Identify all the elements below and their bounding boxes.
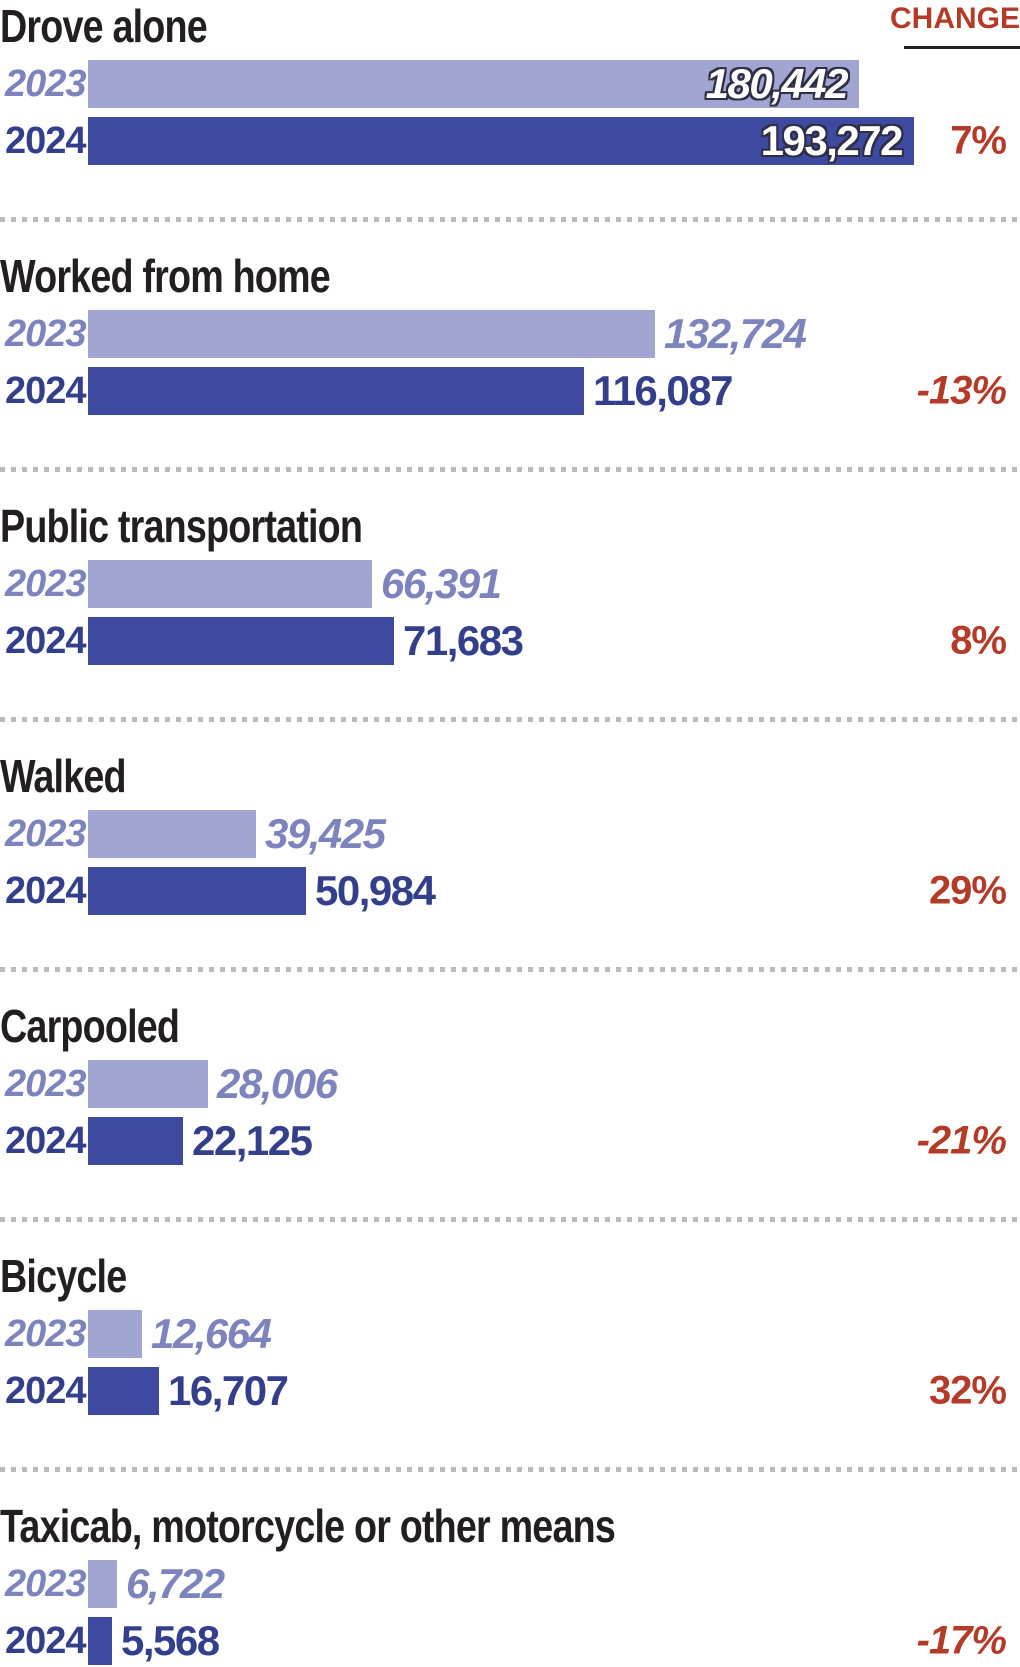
bar-row-2024: 2024 193,272 7% [0,117,1020,165]
bar-row-2023: 2023 12,664 [0,1310,1020,1358]
section-separator [0,717,1020,722]
year-label-2024: 2024 [5,1370,87,1412]
category-section: Worked from home 2023 132,724 2024 116,0… [0,252,1020,415]
change-value: -21% [916,1118,1007,1163]
section-separator [0,1217,1020,1222]
year-label-2024: 2024 [5,870,87,912]
bar-2024: 193,272 [88,117,914,165]
change-value: -17% [916,1618,1007,1663]
value-2023: 6,722 [126,1560,225,1607]
bar-row-2023: 2023 6,722 [0,1560,1020,1608]
category-section: Carpooled 2023 28,006 2024 22,125 -21% [0,1002,1020,1165]
year-label-2024: 2024 [5,620,87,662]
year-label-2024: 2024 [5,1620,87,1662]
bar-2023: 6,722 [88,1560,225,1608]
change-value: -13% [916,368,1007,413]
bar-row-2024: 2024 22,125 -21% [0,1117,1020,1165]
section-separator [0,467,1020,472]
category-section: Bicycle 2023 12,664 2024 16,707 32% [0,1252,1020,1415]
value-2023: 66,391 [381,560,502,607]
year-label-2023: 2023 [5,1313,87,1355]
bar-row-2024: 2024 5,568 -17% [0,1617,1020,1665]
bar-2024: 50,984 [88,867,436,915]
category-title: Carpooled [0,1000,180,1052]
bar-row-2023: 2023 132,724 [0,310,1020,358]
change-value: 32% [928,1368,1007,1413]
year-label-2023: 2023 [5,1563,87,1605]
bar-row-2023: 2023 180,442 [0,60,1020,108]
value-2024: 193,272 [760,117,904,164]
bar-2024: 5,568 [88,1617,220,1665]
bar-2024: 22,125 [88,1117,313,1165]
category-section: Public transportation 2023 66,391 2024 7… [0,502,1020,665]
category-title: Walked [0,750,127,802]
value-2024: 71,683 [403,617,524,664]
bar-2023: 132,724 [88,310,807,358]
category-title: Bicycle [0,1250,127,1302]
bar-row-2023: 2023 28,006 [0,1060,1020,1108]
value-2024: 5,568 [121,1617,220,1664]
year-label-2024: 2024 [5,370,87,412]
value-2024: 116,087 [593,367,734,414]
category-title: Public transportation [0,500,363,552]
bar-2024: 16,707 [88,1367,289,1415]
value-2023: 12,664 [151,1310,272,1357]
bar-row-2023: 2023 66,391 [0,560,1020,608]
change-column-header: CHANGE [890,4,1020,49]
bar-2023: 180,442 [88,60,859,108]
bar-row-2024: 2024 71,683 8% [0,617,1020,665]
value-2023: 39,425 [265,810,386,857]
bar-2023: 66,391 [88,560,502,608]
change-header-underline [904,46,1020,49]
bar-2023: 39,425 [88,810,386,858]
category-section: Taxicab, motorcycle or other means 2023 … [0,1502,1020,1665]
bar-2024: 116,087 [88,367,734,415]
value-2024: 22,125 [192,1117,313,1164]
bar-row-2023: 2023 39,425 [0,810,1020,858]
value-2024: 50,984 [315,867,436,914]
year-label-2023: 2023 [5,563,87,605]
year-label-2023: 2023 [5,63,87,105]
change-value: 29% [928,868,1007,913]
year-label-2023: 2023 [5,1063,87,1105]
value-2023: 132,724 [664,310,807,357]
section-separator [0,1467,1020,1472]
bar-row-2024: 2024 50,984 29% [0,867,1020,915]
value-2024: 16,707 [168,1367,289,1414]
change-value: 8% [950,618,1007,663]
value-2023: 180,442 [705,60,849,107]
year-label-2023: 2023 [5,313,87,355]
category-title: Drove alone [0,0,208,52]
year-label-2024: 2024 [5,120,87,162]
section-separator [0,217,1020,222]
bar-row-2024: 2024 116,087 -13% [0,367,1020,415]
category-section: Walked 2023 39,425 2024 50,984 29% [0,752,1020,915]
category-title: Worked from home [0,250,331,302]
bar-row-2024: 2024 16,707 32% [0,1367,1020,1415]
year-label-2024: 2024 [5,1120,87,1162]
change-value: 7% [950,118,1007,163]
category-title: Taxicab, motorcycle or other means [0,1500,616,1552]
value-2023: 28,006 [217,1060,338,1107]
bar-2023: 28,006 [88,1060,338,1108]
change-column-label: CHANGE [889,2,1020,35]
bar-2023: 12,664 [88,1310,272,1358]
year-label-2023: 2023 [5,813,87,855]
section-separator [0,967,1020,972]
bar-2024: 71,683 [88,617,524,665]
category-section: CHANGE Drove alone 2023 180,442 2024 193… [0,2,1020,165]
